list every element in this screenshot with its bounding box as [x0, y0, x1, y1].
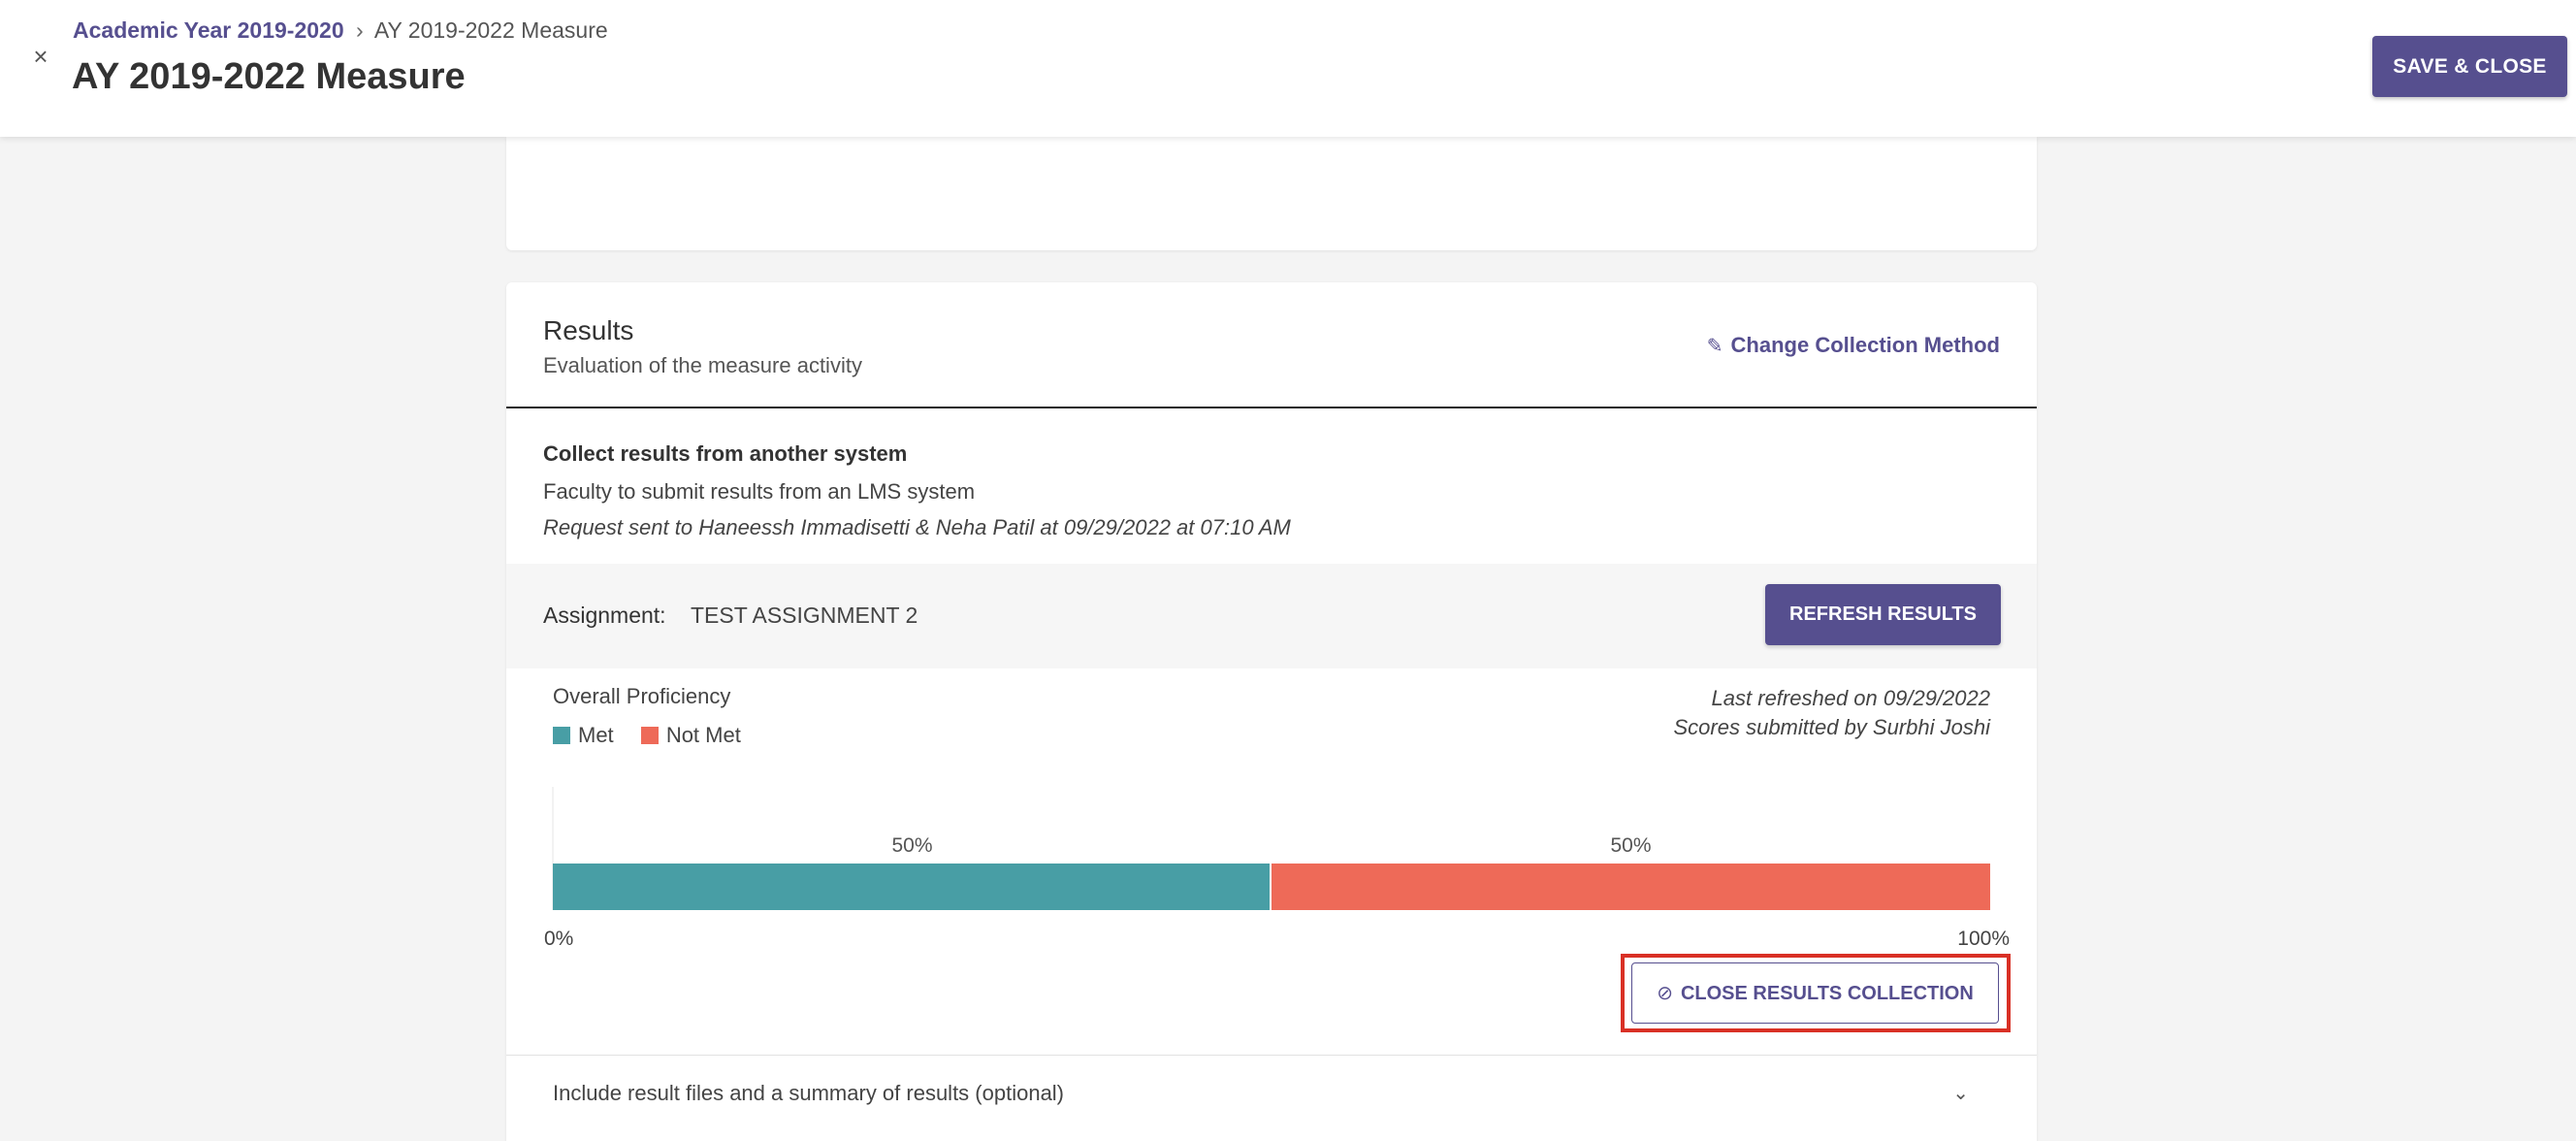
results-subtitle: Evaluation of the measure activity [543, 353, 862, 377]
assignment-value: TEST ASSIGNMENT 2 [691, 603, 918, 628]
data-label-not-met: 50% [1610, 834, 1651, 857]
data-label-met: 50% [891, 834, 932, 857]
legend-label-met: Met [578, 723, 614, 747]
ban-icon: ⊘ [1657, 983, 1673, 1004]
close-icon[interactable]: × [33, 42, 48, 71]
top-header: × Academic Year 2019-2020 › AY 2019-2022… [0, 0, 2576, 137]
pencil-icon: ✎ [1706, 336, 1723, 357]
tick-label-0: 0% [544, 928, 573, 950]
legend-item-met: Met [553, 723, 614, 747]
close-results-collection-label: CLOSE RESULTS COLLECTION [1680, 983, 1974, 1004]
results-title: Results [543, 315, 634, 345]
legend-item-not-met: Not Met [640, 723, 741, 747]
previous-section-card [506, 137, 2037, 250]
proficiency-chart: 50% 50% 0% 100% [544, 787, 2010, 950]
bar-segment-met [553, 864, 1270, 910]
refresh-info: Last refreshed on 09/29/2022 Scores subm… [1674, 684, 1991, 742]
save-close-button[interactable]: SAVE & CLOSE [2372, 36, 2567, 97]
chevron-down-icon[interactable]: ⌄ [1952, 1083, 1969, 1104]
close-results-collection-button[interactable]: ⊘ CLOSE RESULTS COLLECTION [1631, 962, 1999, 1024]
collect-method-title: Collect results from another system [543, 441, 908, 466]
change-collection-method-link[interactable]: ✎ Change Collection Method [1707, 333, 2000, 358]
scores-submitted-text: Scores submitted by Surbhi Joshi [1673, 715, 1991, 739]
legend-label-not-met: Not Met [665, 723, 741, 747]
legend-swatch-met [553, 727, 570, 744]
request-sent-text: Request sent to Haneessh Immadisetti & N… [543, 515, 1291, 539]
include-results-label: Include result files and a summary of re… [553, 1081, 1065, 1105]
last-refreshed-text: Last refreshed on 09/29/2022 [1711, 686, 1990, 710]
assignment-row: Assignment: TEST ASSIGNMENT 2 [506, 564, 2037, 668]
overall-proficiency-label: Overall Proficiency [553, 684, 731, 708]
include-results-accordion[interactable]: Include result files and a summary of re… [506, 1056, 2037, 1141]
breadcrumb-separator: › [356, 17, 364, 43]
results-card: Results Evaluation of the measure activi… [506, 282, 2037, 1141]
refresh-results-button[interactable]: REFRESH RESULTS [1765, 584, 2001, 645]
breadcrumb: Academic Year 2019-2020 › AY 2019-2022 M… [73, 17, 608, 44]
change-collection-method-label: Change Collection Method [1730, 333, 2000, 357]
tick-label-100: 100% [1957, 928, 2010, 950]
chart-legend: Met Not Met [553, 723, 762, 748]
section-divider [506, 407, 2037, 408]
collect-method-description: Faculty to submit results from an LMS sy… [543, 479, 976, 504]
breadcrumb-parent-link[interactable]: Academic Year 2019-2020 [73, 17, 344, 43]
legend-swatch-not-met [640, 727, 659, 744]
bar-segment-not-met [1272, 864, 1990, 910]
assignment-label: Assignment: [543, 603, 666, 628]
page-title: AY 2019-2022 Measure [72, 56, 466, 97]
include-divider [506, 1055, 2037, 1056]
breadcrumb-current: AY 2019-2022 Measure [373, 17, 608, 43]
